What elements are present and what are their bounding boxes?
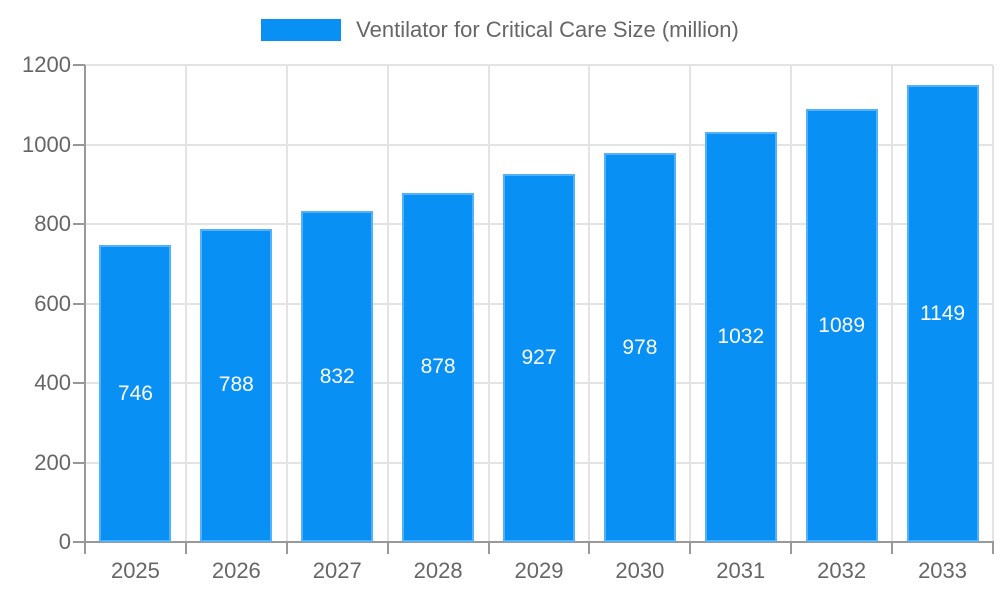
x-axis-tick-label: 2028 [413,558,463,583]
x-axis-line [84,541,994,543]
bar-value-label: 978 [622,335,658,359]
gridline-horizontal [85,143,993,146]
x-axis-tick [891,542,894,554]
y-axis-tick-label: 200 [34,449,71,475]
bar-2030[interactable]: 978 [603,153,676,542]
x-axis-tick [84,542,86,554]
bar-value-label: 832 [319,364,355,388]
gridline-vertical [588,65,591,542]
y-axis-tick [73,143,85,146]
bar-2027[interactable]: 832 [301,211,374,542]
x-axis-tick [992,542,994,554]
bar-value-label: 788 [218,373,254,397]
x-axis-tick [487,542,490,554]
y-axis-tick-label: 600 [34,290,71,316]
bar-value-label: 1032 [717,324,765,348]
y-axis-tick [73,223,85,225]
bar-2029[interactable]: 927 [503,173,575,542]
x-axis-tick-label: 2029 [514,558,564,583]
bar-2031[interactable]: 1032 [704,131,777,542]
bar-value-label: 927 [521,345,557,369]
y-axis-tick [73,541,85,543]
gridline-vertical [285,65,288,542]
bar-value-label: 1149 [919,301,966,325]
legend-swatch[interactable] [261,19,342,41]
x-axis-tick-label: 2032 [817,558,867,583]
y-axis-tick [73,64,85,66]
x-axis-tick-label: 2030 [615,558,665,583]
gridline-vertical [992,65,994,542]
bar-2026[interactable]: 788 [200,228,273,542]
bar-2032[interactable]: 1089 [805,109,878,542]
x-axis-tick [790,542,793,554]
x-axis-tick-label: 2027 [312,558,362,583]
y-axis-tick [73,302,85,305]
bar-2025[interactable]: 746 [99,245,172,542]
y-axis-tick-label: 1200 [22,52,71,77]
y-axis-tick-label: 800 [34,211,71,236]
legend-label[interactable]: Ventilator for Critical Care Size (milli… [356,17,739,42]
y-axis-tick-label: 0 [58,529,71,554]
gridline-vertical [891,65,894,542]
bar-2028[interactable]: 878 [402,192,475,542]
y-axis-tick-label: 400 [34,370,71,395]
gridline-vertical [386,65,389,542]
x-axis-tick [184,542,187,554]
bar-2033[interactable]: 1149 [906,85,979,542]
gridline-horizontal [85,64,993,66]
x-axis-tick [386,542,389,554]
x-axis-tick-label: 2026 [211,558,261,583]
gridline-vertical [689,65,692,542]
x-axis-tick-label: 2031 [716,558,766,583]
y-axis-tick [73,461,85,464]
y-axis-tick-label: 1000 [22,131,71,157]
x-axis-tick [689,542,692,554]
y-axis-line [84,65,86,554]
gridline-vertical [790,65,793,542]
bar-value-label: 878 [420,355,456,379]
x-axis-tick [588,542,591,554]
gridline-vertical [184,65,187,542]
x-axis-tick-label: 2033 [918,558,968,583]
bar-value-label: 1089 [818,313,866,337]
x-axis-tick-label: 2025 [110,558,160,583]
bar-value-label: 746 [117,381,153,405]
legend: Ventilator for Critical Care Size (milli… [0,17,1000,43]
y-axis-tick [73,382,85,384]
x-axis-tick [285,542,288,554]
gridline-vertical [487,65,490,542]
